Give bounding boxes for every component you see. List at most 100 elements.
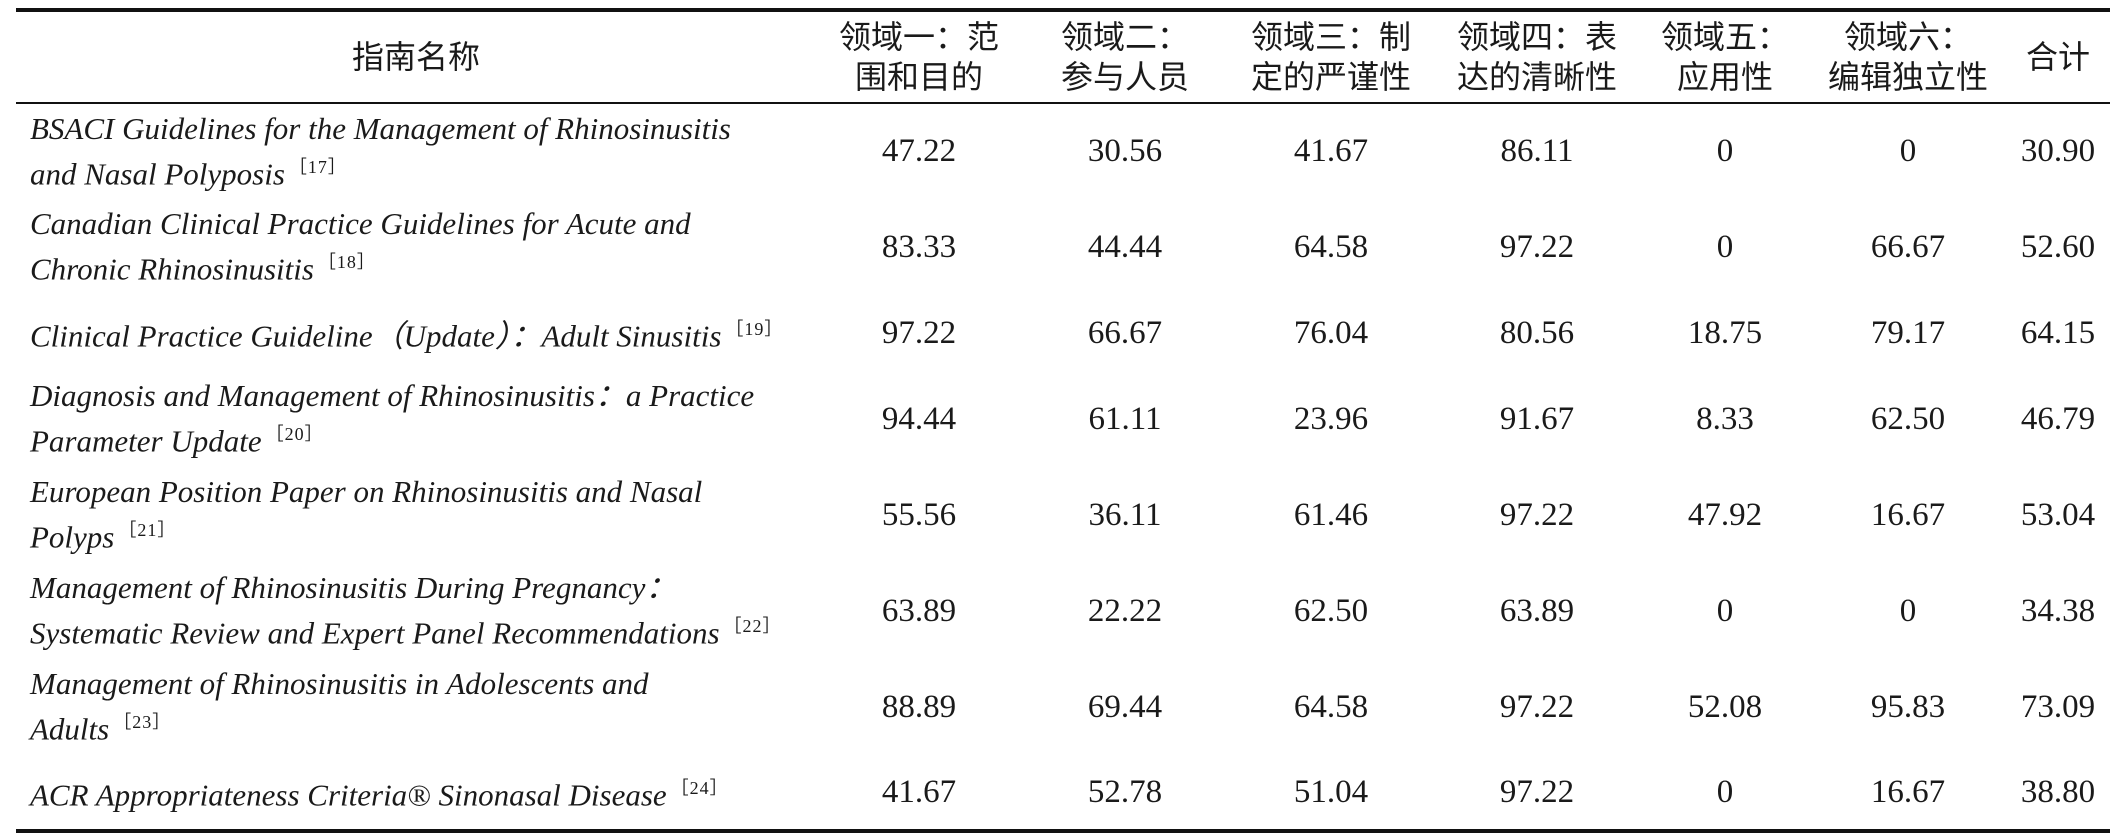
domain-2-score: 61.11 [1088, 400, 1162, 437]
reference-superscript: ［20］ [265, 424, 324, 445]
domain-5-score: 0 [1716, 133, 1734, 169]
domain-4-score: 97.22 [1499, 228, 1575, 265]
total-score: 73.09 [2020, 688, 2096, 725]
guideline-name-cell: Management of Rhinosinusitis in Adolesce… [16, 659, 816, 755]
domain-3-score: 64.58 [1293, 228, 1369, 265]
domain-4-score: 97.22 [1499, 773, 1575, 810]
domain-4-score: 97.22 [1499, 496, 1575, 533]
guideline-name-cell: European Position Paper on Rhinosinusiti… [16, 467, 816, 563]
header-domain-2-line-2: 参与人员 [1060, 58, 1189, 96]
domain-1-score: 94.44 [881, 400, 957, 437]
domain-3-score: 41.67 [1293, 133, 1369, 169]
header-domain-2: 领域二： 参与人员 [1022, 10, 1228, 103]
domain-2-score: 22.22 [1087, 592, 1163, 629]
guideline-title-line-2: Chronic Rhinosinusitis [30, 251, 314, 287]
domain-1-score: 88.89 [881, 688, 957, 725]
header-domain-4-line-1: 领域四：表 [1456, 18, 1617, 56]
table-header: 指南名称 领域一：范 围和目的 领域二： 参与人员 领域三：制 定的严谨性 领域四：表… [16, 10, 2110, 103]
domain-4-score: 63.89 [1499, 592, 1575, 629]
guideline-name-cell: ACR Appropriateness Criteria® Sinonasal … [16, 755, 816, 831]
domain-6-score: 95.83 [1870, 688, 1946, 725]
reference-superscript: ［18］ [317, 252, 376, 273]
reference-superscript: ［22］ [723, 616, 782, 637]
guideline-title-line-2: Adults [30, 711, 110, 747]
total-score: 52.60 [2020, 228, 2096, 265]
domain-4-score: 97.22 [1499, 688, 1575, 725]
domain-2-score: 66.67 [1087, 314, 1163, 351]
guideline-title-line-1: Diagnosis and Management of Rhinosinusit… [30, 378, 755, 414]
total-score: 30.90 [2020, 133, 2096, 169]
domain-2-score: 44.44 [1087, 228, 1163, 265]
domain-5-score: 47.92 [1687, 496, 1763, 533]
header-domain-1-line-1: 领域一：范 [838, 18, 999, 56]
guideline-title-line-2: Polyps [30, 519, 115, 555]
domain-5-score: 0 [1716, 228, 1734, 265]
table-row: ACR Appropriateness Criteria® Sinonasal … [16, 755, 2110, 831]
reference-superscript: ［24］ [670, 778, 729, 799]
domain-3-score: 23.96 [1293, 400, 1369, 437]
header-domain-3: 领域三：制 定的严谨性 [1228, 10, 1434, 103]
total-score: 64.15 [2020, 314, 2096, 351]
guideline-title-line-1: ACR Appropriateness Criteria® Sinonasal … [30, 777, 667, 813]
domain-2-score: 36.11 [1088, 496, 1162, 533]
header-row: 指南名称 领域一：范 围和目的 领域二： 参与人员 领域三：制 定的严谨性 领域四：表… [16, 10, 2110, 103]
domain-6-score: 16.67 [1870, 496, 1946, 533]
guideline-title-line-1: Canadian Clinical Practice Guidelines fo… [30, 206, 691, 242]
domain-1-score: 83.33 [881, 228, 957, 265]
domain-5-score: 0 [1716, 773, 1734, 810]
table-row: Clinical Practice Guideline（Update）：Adul… [16, 295, 2110, 371]
table-body: BSACI Guidelines for the Management of R… [16, 103, 2110, 831]
domain-2-score: 52.78 [1087, 773, 1163, 810]
domain-6-score: 0 [1899, 592, 1917, 629]
guideline-title-line-1: Management of Rhinosinusitis During Preg… [30, 570, 677, 606]
total-score: 34.38 [2020, 592, 2096, 629]
domain-3-score: 61.46 [1293, 496, 1369, 533]
guideline-name-cell: BSACI Guidelines for the Management of R… [16, 103, 816, 199]
header-domain-1: 领域一：范 围和目的 [816, 10, 1022, 103]
guideline-name-cell: Diagnosis and Management of Rhinosinusit… [16, 371, 816, 467]
header-domain-4: 领域四：表 达的清晰性 [1434, 10, 1640, 103]
guideline-title-line-2: Parameter Update [30, 423, 262, 459]
domain-5-score: 8.33 [1696, 400, 1754, 437]
header-domain-5-line-2: 应用性 [1676, 58, 1773, 96]
domain-3-score: 64.58 [1293, 688, 1369, 725]
guideline-title-line-2: Systematic Review and Expert Panel Recom… [30, 615, 720, 651]
domain-1-score: 55.56 [881, 496, 957, 533]
reference-superscript: ［17］ [288, 156, 347, 177]
table-row: Canadian Clinical Practice Guidelines fo… [16, 199, 2110, 295]
header-domain-5-line-1: 领域五： [1660, 18, 1789, 56]
guideline-title-line-1: Clinical Practice Guideline（Update）：Adul… [30, 318, 722, 354]
total-score: 46.79 [2020, 400, 2096, 437]
header-domain-5: 领域五： 应用性 [1640, 10, 1810, 103]
header-domain-6-line-2: 编辑独立性 [1827, 58, 1988, 96]
table-row: Diagnosis and Management of Rhinosinusit… [16, 371, 2110, 467]
domain-1-score: 97.22 [881, 314, 957, 351]
header-domain-2-line-1: 领域二： [1060, 18, 1189, 56]
domain-1-score: 47.22 [881, 133, 957, 169]
reference-superscript: ［19］ [725, 319, 784, 340]
domain-1-score: 63.89 [881, 592, 957, 629]
domain-6-score: 62.50 [1870, 400, 1946, 437]
total-score: 53.04 [2020, 496, 2096, 533]
header-guideline-name: 指南名称 [351, 38, 480, 76]
guideline-name-cell: Management of Rhinosinusitis During Preg… [16, 563, 816, 659]
reference-superscript: ［21］ [118, 520, 177, 541]
domain-3-score: 62.50 [1293, 592, 1369, 629]
guideline-title-line-1: Management of Rhinosinusitis in Adolesce… [30, 666, 649, 702]
domain-1-score: 41.67 [881, 773, 957, 810]
header-domain-6-line-1: 领域六： [1843, 18, 1972, 56]
header-domain-3-line-2: 定的严谨性 [1250, 58, 1411, 96]
domain-3-score: 76.04 [1293, 314, 1369, 351]
domain-5-score: 52.08 [1687, 688, 1763, 725]
table-row: European Position Paper on Rhinosinusiti… [16, 467, 2110, 563]
header-domain-1-line-2: 围和目的 [854, 58, 983, 96]
domain-2-score: 69.44 [1087, 688, 1163, 725]
header-domain-6: 领域六： 编辑独立性 [1810, 10, 2006, 103]
guideline-score-table: 指南名称 领域一：范 围和目的 领域二： 参与人员 领域三：制 定的严谨性 领域四：表… [16, 8, 2110, 833]
guideline-title-line-1: BSACI Guidelines for the Management of R… [30, 110, 731, 146]
domain-6-score: 16.67 [1870, 773, 1946, 810]
domain-5-score: 18.75 [1687, 314, 1763, 351]
header-domain-4-line-2: 达的清晰性 [1456, 58, 1617, 96]
guideline-title-line-2: and Nasal Polyposis [30, 156, 285, 192]
domain-3-score: 51.04 [1293, 773, 1369, 810]
